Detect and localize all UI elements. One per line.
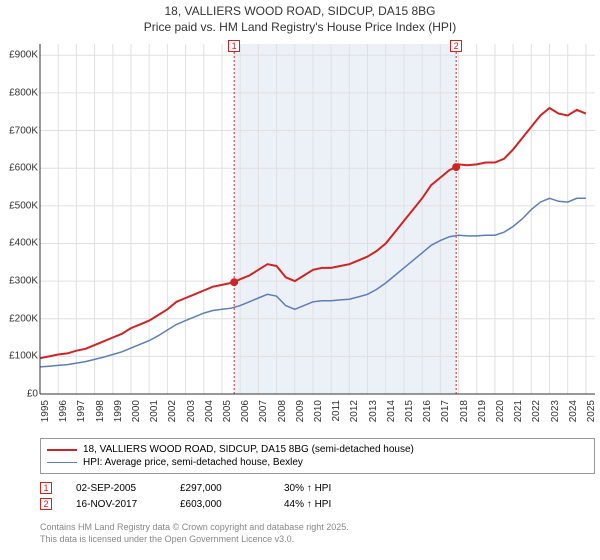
legend: 18, VALLIERS WOOD ROAD, SIDCUP, DA15 8BG… (40, 438, 595, 474)
event-marker-box: 2 (450, 40, 462, 52)
x-tick-label: 2012 (349, 400, 360, 422)
legend-label: 18, VALLIERS WOOD ROAD, SIDCUP, DA15 8BG… (83, 444, 414, 455)
annotation-row: 2 16-NOV-2017 £603,000 44% ↑ HPI (40, 496, 595, 512)
x-tick-label: 2019 (477, 400, 488, 422)
x-tick-label: 2004 (204, 400, 215, 422)
annotation-date: 02-SEP-2005 (76, 483, 156, 494)
x-tick-label: 2022 (531, 400, 542, 422)
x-tick-label: 2024 (568, 400, 579, 422)
chart-title-block: 18, VALLIERS WOOD ROAD, SIDCUP, DA15 8BG… (0, 0, 600, 35)
legend-row: HPI: Average price, semi-detached house,… (47, 456, 588, 469)
x-tick-label: 2011 (331, 400, 342, 422)
x-tick-label: 2025 (586, 400, 597, 422)
x-tick-label: 2009 (295, 400, 306, 422)
legend-label: HPI: Average price, semi-detached house,… (83, 457, 303, 468)
plot-svg (40, 44, 595, 394)
x-tick-label: 1995 (40, 400, 51, 422)
x-tick-label: 1996 (58, 400, 69, 422)
plot-area: 12 (40, 44, 595, 394)
x-tick-label: 1999 (113, 400, 124, 422)
y-tick-label: £0 (27, 389, 38, 400)
title-line-1: 18, VALLIERS WOOD ROAD, SIDCUP, DA15 8BG (0, 4, 600, 20)
x-tick-label: 2010 (313, 400, 324, 422)
data-point (452, 163, 460, 171)
attribution-line-1: Contains HM Land Registry data © Crown c… (40, 522, 595, 534)
x-tick-label: 2013 (368, 400, 379, 422)
attribution-line-2: This data is licensed under the Open Gov… (40, 534, 595, 546)
annotation-price: £603,000 (180, 499, 260, 510)
x-tick-label: 2005 (222, 400, 233, 422)
x-tick-label: 2000 (131, 400, 142, 422)
x-tick-label: 2023 (550, 400, 561, 422)
annotation-delta: 30% ↑ HPI (284, 483, 364, 494)
shaded-region (234, 44, 456, 394)
x-tick-label: 2017 (440, 400, 451, 422)
title-line-2: Price paid vs. HM Land Registry's House … (0, 20, 600, 36)
x-axis-labels: 1995 1996 1997 1998 1999 2000 2001 2002 2003 2004… (40, 396, 595, 436)
legend-swatch (47, 449, 77, 451)
annotation-marker: 2 (40, 498, 52, 510)
x-tick-label: 1997 (76, 400, 87, 422)
x-tick-label: 2021 (513, 400, 524, 422)
x-tick-label: 2002 (167, 400, 178, 422)
annotation-price: £297,000 (180, 483, 260, 494)
x-tick-label: 2016 (422, 400, 433, 422)
x-tick-label: 2014 (386, 400, 397, 422)
y-tick-label: £600K (9, 163, 38, 174)
attribution: Contains HM Land Registry data © Crown c… (40, 522, 595, 545)
annotation-date: 16-NOV-2017 (76, 499, 156, 510)
y-tick-label: £400K (9, 238, 38, 249)
annotation-table: 1 02-SEP-2005 £297,000 30% ↑ HPI 2 16-NOV-201… (40, 480, 595, 512)
annotation-delta: 44% ↑ HPI (284, 499, 364, 510)
x-tick-label: 2007 (258, 400, 269, 422)
y-tick-label: £900K (9, 50, 38, 61)
y-tick-label: £100K (9, 351, 38, 362)
data-point (230, 278, 238, 286)
chart-container: 18, VALLIERS WOOD ROAD, SIDCUP, DA15 8BG… (0, 0, 600, 560)
x-tick-label: 1998 (95, 400, 106, 422)
y-axis-labels: £0£100K£200K£300K£400K£500K£600K£700K£80… (0, 44, 40, 394)
annotation-row: 1 02-SEP-2005 £297,000 30% ↑ HPI (40, 480, 595, 496)
y-tick-label: £500K (9, 200, 38, 211)
y-tick-label: £800K (9, 87, 38, 98)
y-tick-label: £700K (9, 125, 38, 136)
legend-swatch (47, 462, 77, 464)
y-tick-label: £300K (9, 276, 38, 287)
annotation-marker: 1 (40, 482, 52, 494)
x-tick-label: 2001 (149, 400, 160, 422)
x-tick-label: 2020 (495, 400, 506, 422)
x-tick-label: 2003 (186, 400, 197, 422)
x-tick-label: 2015 (404, 400, 415, 422)
y-tick-label: £200K (9, 313, 38, 324)
x-tick-label: 2008 (277, 400, 288, 422)
x-tick-label: 2006 (240, 400, 251, 422)
legend-row: 18, VALLIERS WOOD ROAD, SIDCUP, DA15 8BG… (47, 443, 588, 456)
event-marker-box: 1 (228, 40, 240, 52)
x-tick-label: 2018 (459, 400, 470, 422)
